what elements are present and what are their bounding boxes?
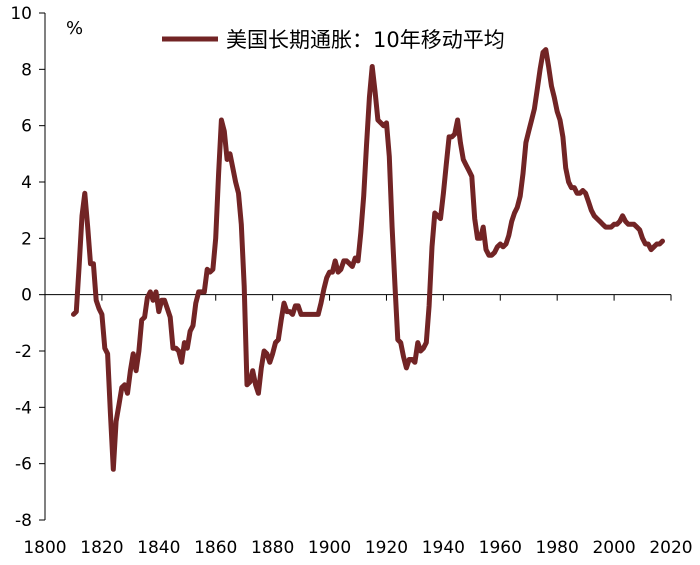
x-tick-label: 1860 — [194, 538, 237, 558]
x-tick-label: 1940 — [422, 538, 465, 558]
x-tick-label: 1820 — [80, 538, 123, 558]
y-tick-label: -8 — [15, 511, 32, 531]
x-tick-label: 1980 — [536, 538, 579, 558]
y-tick-label: 4 — [21, 173, 32, 193]
y-tick-label: 2 — [21, 229, 32, 249]
x-tick-label: 1880 — [251, 538, 294, 558]
x-tick-label: 1840 — [137, 538, 180, 558]
y-tick-label: -6 — [15, 455, 32, 475]
x-tick-label: 2000 — [592, 538, 635, 558]
y-tick-label: 0 — [21, 286, 32, 306]
y-tick-label: 8 — [21, 60, 32, 80]
y-axis-unit-label: % — [66, 18, 83, 39]
legend: 美国长期通胀：10年移动平均 — [162, 28, 505, 52]
y-tick-label: -4 — [15, 398, 32, 418]
series-line-us-inflation-10y-ma — [71, 47, 665, 472]
y-tick-label: 10 — [10, 4, 32, 24]
x-tick-label: 1920 — [365, 538, 408, 558]
y-axis: 10 8 6 4 2 0 -2 -4 -6 -8 — [10, 4, 46, 531]
y-tick-label: -2 — [15, 342, 32, 362]
x-tick-label: 1960 — [479, 538, 522, 558]
y-tick-label: 6 — [21, 117, 32, 137]
x-axis: 1800 1820 1840 1860 1880 1900 1920 1940 1960 1980… — [23, 294, 693, 558]
x-tick-label: 1800 — [23, 538, 66, 558]
x-tick-label: 1900 — [308, 538, 351, 558]
legend-label: 美国长期通胀：10年移动平均 — [226, 28, 505, 52]
x-tick-label: 2020 — [649, 538, 692, 558]
